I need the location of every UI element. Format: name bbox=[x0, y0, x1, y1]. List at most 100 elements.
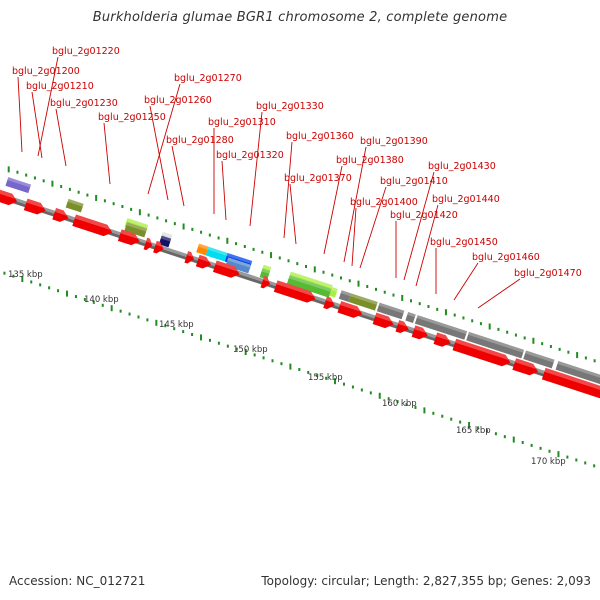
feature-block-fill bbox=[205, 246, 228, 262]
gene-label[interactable]: bglu_2g01430 bbox=[428, 161, 496, 172]
tick-mark bbox=[130, 207, 133, 211]
gene-label[interactable]: bglu_2g01370 bbox=[284, 173, 352, 184]
tick-mark bbox=[173, 222, 176, 226]
tick-mark bbox=[77, 190, 80, 194]
cds-arrow-body bbox=[411, 325, 428, 340]
scale-tick bbox=[548, 449, 551, 453]
feature-block-shine bbox=[340, 290, 352, 297]
tick-mark bbox=[156, 216, 159, 220]
map-title: Burkholderia glumae BGR1 chromosome 2, c… bbox=[92, 10, 508, 25]
feature-block bbox=[65, 198, 84, 213]
scale-tick bbox=[441, 414, 444, 418]
feature-block-shine bbox=[416, 315, 468, 335]
feature-block-shine bbox=[525, 350, 555, 363]
gene-pointer bbox=[289, 183, 297, 245]
feature-block-fill bbox=[405, 311, 416, 324]
gene-pointer bbox=[453, 262, 479, 301]
gene-label[interactable]: bglu_2g01440 bbox=[432, 194, 500, 205]
gene-label[interactable]: bglu_2g01250 bbox=[98, 112, 166, 123]
scale-tick bbox=[191, 332, 194, 336]
feature-block-fill bbox=[376, 302, 405, 320]
scale-tick bbox=[405, 403, 408, 407]
tick-mark bbox=[401, 294, 404, 301]
gene-pointer bbox=[249, 111, 263, 227]
feature-block-shine bbox=[126, 222, 148, 232]
tick-mark bbox=[147, 213, 150, 217]
gene-label[interactable]: bglu_2g01470 bbox=[514, 268, 582, 279]
gene-pointer bbox=[103, 122, 111, 185]
cds-arrow bbox=[433, 332, 451, 347]
cds-arrow-shine bbox=[454, 338, 509, 360]
cds-arrow bbox=[372, 312, 394, 329]
scale-tick bbox=[557, 451, 560, 458]
tick-mark bbox=[217, 236, 220, 240]
cds-arrow-shine bbox=[397, 320, 407, 327]
feature-block-shine bbox=[350, 293, 378, 305]
feature-block-shine bbox=[67, 198, 84, 207]
gene-label[interactable]: bglu_2g01220 bbox=[52, 46, 120, 57]
tick-mark bbox=[436, 307, 439, 311]
gene-label[interactable]: bglu_2g01200 bbox=[12, 66, 80, 77]
gene-label[interactable]: bglu_2g01230 bbox=[50, 98, 118, 109]
gene-label[interactable]: bglu_2g01260 bbox=[144, 95, 212, 106]
tick-mark bbox=[366, 285, 369, 289]
gene-label[interactable]: bglu_2g01410 bbox=[380, 176, 448, 187]
gene-label[interactable]: bglu_2g01460 bbox=[472, 252, 540, 263]
feature-block-shine bbox=[288, 275, 332, 292]
gene-label[interactable]: bglu_2g01420 bbox=[390, 210, 458, 221]
cds-arrow bbox=[395, 320, 409, 334]
gene-pointer bbox=[359, 186, 387, 269]
scale-tick bbox=[503, 435, 506, 439]
cds-arrow-body bbox=[143, 237, 153, 251]
scale-tick bbox=[298, 368, 301, 372]
tick-mark bbox=[348, 279, 351, 283]
cds-arrow-shine bbox=[339, 301, 361, 312]
tick-mark bbox=[252, 247, 255, 251]
gene-label[interactable]: bglu_2g01330 bbox=[256, 101, 324, 112]
scale-tick bbox=[530, 443, 533, 447]
scale-tick bbox=[48, 286, 51, 290]
gene-label[interactable]: bglu_2g01210 bbox=[26, 81, 94, 92]
cds-arrow-shine bbox=[435, 332, 449, 341]
scale-tick bbox=[21, 276, 24, 283]
cds-arrow-shine bbox=[0, 189, 16, 199]
gene-label[interactable]: bglu_2g01280 bbox=[166, 135, 234, 146]
cds-arrow-shine bbox=[26, 198, 44, 209]
gene-pointer bbox=[37, 56, 59, 157]
gene-label[interactable]: bglu_2g01390 bbox=[360, 136, 428, 147]
cds-arrow-body bbox=[195, 254, 212, 269]
cds-arrow bbox=[72, 214, 113, 237]
feature-block-shine bbox=[289, 271, 333, 289]
tick-mark bbox=[51, 180, 54, 187]
cds-layer bbox=[0, 189, 600, 399]
scale-tick bbox=[316, 373, 319, 377]
feature-block-fill bbox=[348, 293, 378, 311]
tick-mark bbox=[68, 187, 71, 191]
cds-arrow-shine bbox=[276, 280, 314, 297]
scale-tick bbox=[342, 382, 345, 386]
feature-block bbox=[555, 361, 600, 388]
gene-label[interactable]: bglu_2g01360 bbox=[286, 131, 354, 142]
gene-label[interactable]: bglu_2g01450 bbox=[430, 237, 498, 248]
scale-tick bbox=[137, 315, 140, 319]
cds-arrow bbox=[52, 207, 69, 222]
feature-block-shine bbox=[198, 243, 209, 250]
gene-label[interactable]: bglu_2g01320 bbox=[216, 150, 284, 161]
cds-arrow-body bbox=[260, 275, 270, 289]
cds-arrow bbox=[512, 358, 539, 376]
tick-mark bbox=[287, 259, 290, 263]
cds-arrow bbox=[184, 251, 194, 264]
gene-label[interactable]: bglu_2g01310 bbox=[208, 117, 276, 128]
cds-arrow bbox=[541, 367, 600, 399]
tick-mark bbox=[60, 185, 63, 189]
gene-label[interactable]: bglu_2g01270 bbox=[174, 73, 242, 84]
gene-label[interactable]: bglu_2g01380 bbox=[336, 155, 404, 166]
tick-mark bbox=[514, 333, 517, 337]
tick-mark bbox=[103, 199, 106, 203]
scale-tick bbox=[110, 305, 113, 312]
feature-block bbox=[329, 287, 338, 298]
cds-arrow-shine bbox=[215, 260, 238, 272]
gene-label[interactable]: bglu_2g01400 bbox=[350, 197, 418, 208]
feature-block bbox=[196, 243, 209, 256]
